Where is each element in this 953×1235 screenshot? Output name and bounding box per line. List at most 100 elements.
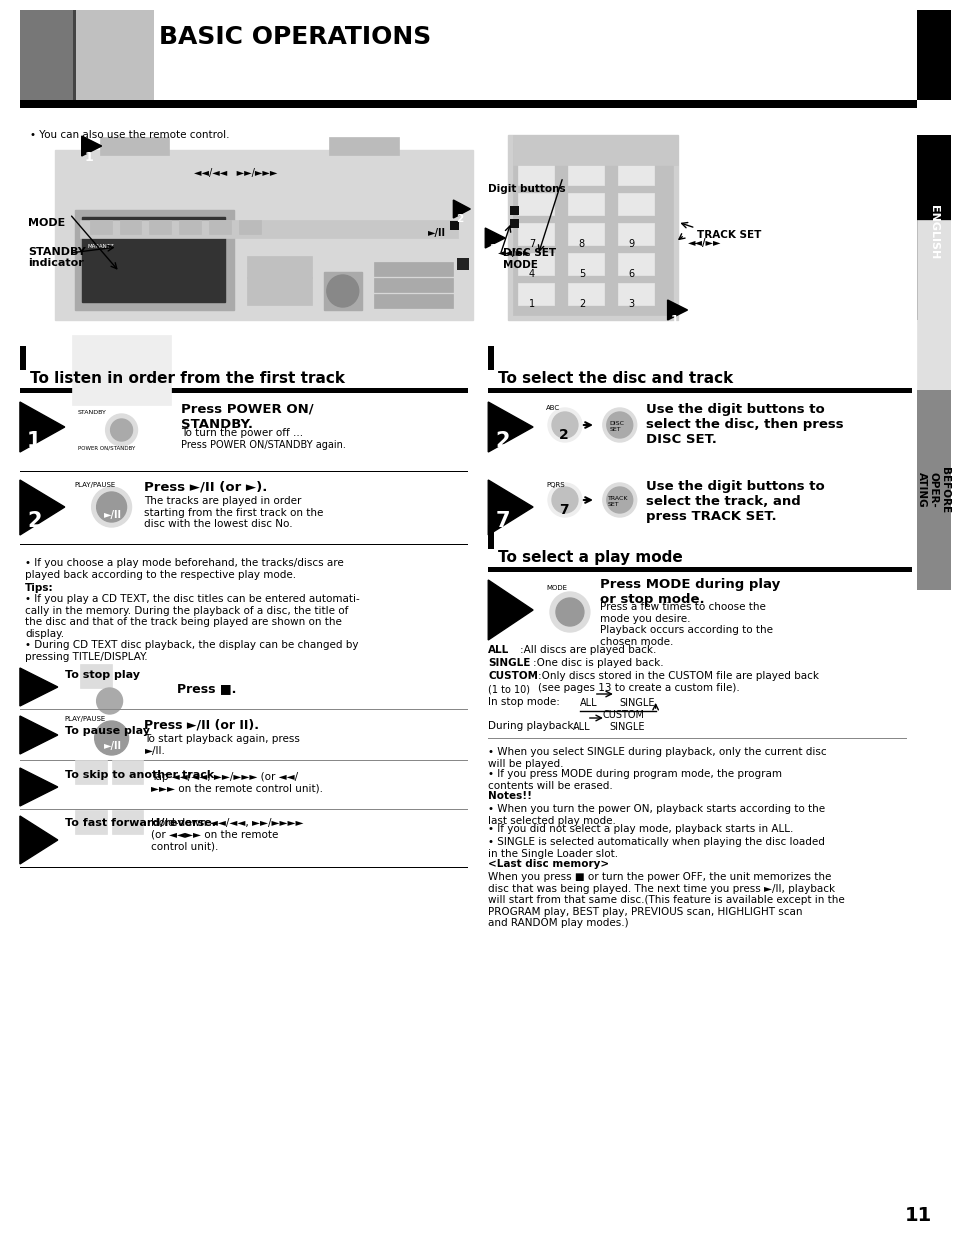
Polygon shape (82, 136, 102, 156)
Bar (618, 224, 653, 245)
Polygon shape (488, 480, 533, 535)
Bar (239, 220, 261, 233)
Text: To select the disc and track: To select the disc and track (497, 370, 733, 387)
Text: 9: 9 (628, 240, 634, 249)
Text: DISC
SET: DISC SET (609, 421, 624, 432)
Text: ALL: ALL (579, 698, 597, 708)
Bar (618, 283, 653, 305)
Text: • When you select SINGLE during playback, only the current disc
will be played.: • When you select SINGLE during playback… (488, 747, 826, 768)
Bar (374, 294, 453, 308)
Text: To pause play: To pause play (65, 726, 150, 736)
Bar (567, 283, 603, 305)
Text: TRACK
SET: TRACK SET (607, 496, 628, 506)
Text: SINGLE: SINGLE (488, 658, 530, 668)
Bar (71, 335, 172, 405)
Bar (916, 10, 949, 100)
Bar (618, 253, 653, 275)
Text: 2: 2 (456, 214, 463, 224)
Text: 7: 7 (558, 503, 568, 517)
Bar (90, 220, 112, 233)
Text: 4: 4 (529, 269, 535, 279)
Bar (517, 224, 554, 245)
Bar (80, 220, 457, 238)
Circle shape (547, 408, 581, 442)
Bar (54, 149, 473, 320)
Text: ►/II: ►/II (104, 510, 121, 520)
Text: 2: 2 (578, 299, 584, 309)
Text: • If you play a CD TEXT, the disc titles can be entered automati-
cally in the m: • If you play a CD TEXT, the disc titles… (25, 594, 359, 638)
Text: Press ►/II (or ►).: Press ►/II (or ►). (144, 480, 268, 494)
Bar (20, 471, 468, 472)
Text: To listen in order from the first track: To listen in order from the first track (30, 370, 345, 387)
Polygon shape (667, 300, 687, 320)
Circle shape (91, 487, 132, 527)
Bar (20, 100, 916, 107)
Text: During playback:: During playback: (488, 721, 577, 731)
Circle shape (606, 487, 632, 513)
Text: ALL: ALL (488, 645, 509, 655)
Text: :One disc is played back.: :One disc is played back. (533, 658, 663, 668)
Bar (916, 220, 949, 400)
Text: TRACK SET: TRACK SET (697, 230, 761, 240)
Bar (209, 220, 231, 233)
Text: • When you turn the power ON, playback starts according to the
last selected pla: • When you turn the power ON, playback s… (488, 804, 824, 826)
Text: :All discs are played back.: :All discs are played back. (519, 645, 656, 655)
Text: indicator: indicator (28, 258, 84, 268)
Circle shape (606, 412, 632, 438)
Text: ◄◄/►►: ◄◄/►► (497, 248, 531, 258)
Text: 2: 2 (489, 245, 496, 254)
Text: CUSTOM: CUSTOM (602, 710, 644, 720)
Bar (513, 135, 677, 165)
Text: To stop play: To stop play (65, 671, 140, 680)
Bar (517, 163, 554, 185)
Text: 2: 2 (495, 431, 509, 451)
Bar (74, 810, 107, 834)
Text: 7: 7 (495, 511, 509, 531)
Circle shape (547, 483, 581, 517)
Bar (82, 217, 225, 303)
Text: <Last disc memory>: <Last disc memory> (488, 860, 609, 869)
Circle shape (602, 483, 636, 517)
Bar (567, 253, 603, 275)
Text: BASIC OPERATIONS: BASIC OPERATIONS (159, 25, 431, 49)
Circle shape (96, 688, 122, 714)
Text: 8: 8 (578, 240, 584, 249)
Bar (112, 810, 143, 834)
Circle shape (556, 598, 583, 626)
Text: • If you choose a play mode beforehand, the tracks/discs are
played back accordi: • If you choose a play mode beforehand, … (25, 558, 343, 579)
Text: The tracks are played in order
starting from the first track on the
disc with th: The tracks are played in order starting … (144, 496, 323, 530)
Bar (567, 193, 603, 215)
Text: ►/II: ►/II (104, 741, 121, 751)
Text: MODE: MODE (545, 585, 566, 592)
Bar (567, 224, 603, 245)
Polygon shape (488, 403, 533, 452)
Polygon shape (20, 668, 58, 706)
Bar (517, 253, 554, 275)
Text: :Only discs stored in the CUSTOM file are played back
(see pages 13 to create a : :Only discs stored in the CUSTOM file ar… (537, 671, 819, 693)
Bar (488, 388, 911, 393)
Text: STANDBY: STANDBY (77, 410, 107, 415)
Polygon shape (453, 200, 470, 219)
Text: 1: 1 (670, 315, 678, 325)
Text: ENGLISH: ENGLISH (927, 205, 938, 259)
Text: Hold-down ◄◄/◄◄, ►►/►►►►
(or ◄◄►► on the remote
control unit).: Hold-down ◄◄/◄◄, ►►/►►►► (or ◄◄►► on the… (152, 818, 304, 851)
Text: 7: 7 (528, 240, 535, 249)
Text: Tap ◄◄/◄◄, ►►/►►► (or ◄◄/
►►► on the remote control unit).: Tap ◄◄/◄◄, ►►/►►► (or ◄◄/ ►►► on the rem… (152, 772, 323, 794)
Text: • You can also use the remote control.: • You can also use the remote control. (30, 130, 229, 140)
Circle shape (550, 592, 589, 632)
Bar (618, 193, 653, 215)
Text: SINGLE: SINGLE (609, 722, 644, 732)
Bar (20, 867, 468, 868)
Text: To start playback again, press
►/II.: To start playback again, press ►/II. (144, 734, 300, 756)
Text: Press ►/II (or II).: Press ►/II (or II). (144, 718, 259, 731)
Text: ►/II: ►/II (428, 228, 446, 238)
Bar (74, 760, 107, 784)
Text: STANDBY: STANDBY (28, 247, 86, 257)
Text: • SINGLE is selected automatically when playing the disc loaded
in the Single Lo: • SINGLE is selected automatically when … (488, 837, 824, 858)
Text: ◄◄/►►: ◄◄/►► (687, 238, 720, 248)
Text: SINGLE: SINGLE (619, 698, 655, 708)
Text: To turn the power off ...: To turn the power off ... (181, 429, 303, 438)
Bar (247, 256, 312, 278)
Bar (510, 206, 518, 215)
Text: 3: 3 (628, 299, 634, 309)
